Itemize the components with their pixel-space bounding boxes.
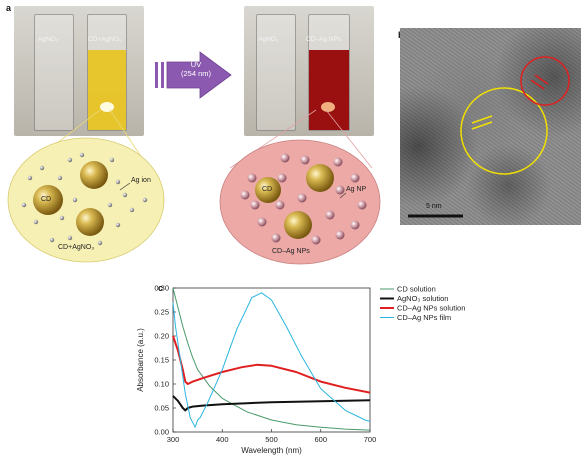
cuvette-cd-agno3 [87,14,127,131]
y-tick-label: 0.15 [154,356,169,365]
legend-label-2: AgNO₃ solution [397,294,448,303]
red-liquid [309,50,349,130]
schematic2-caption: CD–Ag NPs [272,248,310,255]
photo1-left-label: AgNO₃ [38,36,59,43]
photo1-right-label: CD+AgNO₃ [88,36,122,43]
legend-label-1: CD solution [397,285,436,294]
cuvette-agno3 [34,14,74,131]
legend-label-4: CD–Ag NPs film [397,313,451,322]
y-axis-label: Absorbance (a.u.) [136,328,145,392]
schematic1-cd-label: CD [41,196,52,203]
photo-cuvettes-before: AgNO₃ CD+AgNO₃ [14,6,144,136]
x-tick-label: 300 [167,435,180,444]
lattice-fringe-marker [471,121,493,130]
lattice-fringe-marker [530,79,545,90]
schematic1-background [7,137,165,263]
large-particle-circle [460,87,548,175]
small-particle-circle [520,56,570,106]
series-line-4 [172,292,371,428]
zoom-line [325,109,373,169]
light-spot [100,102,114,112]
x-tick-label: 700 [364,435,377,444]
y-tick-label: 0.00 [154,428,169,437]
panel-a-letter: a [6,3,12,13]
photo2-left-label: AgNO₃ [258,36,279,43]
uv-arrow-text: UV (254 nm) [166,60,226,78]
scale-bar-label: 5 nm [426,203,442,210]
uv-arrow-line1: UV [190,60,202,69]
tem-image: 5 nm [400,28,581,225]
light-spot-red [321,102,335,112]
schematic1-ion-label: Ag ion [131,177,151,184]
cd-sphere [33,185,63,215]
x-tick-label: 400 [216,435,229,444]
yellow-liquid [88,50,126,130]
panel-c-letter: c [158,283,164,293]
cd-sphere-coated [284,211,312,239]
tem-annotations [408,56,570,218]
schematic1-caption: CD+AgNO₃ [58,244,95,251]
schematic2-np-label: Ag NP [346,186,367,193]
y-tick-label: 0.30 [154,284,169,293]
schematic-cd-agno3 [7,109,381,265]
y-tick-label: 0.25 [154,308,169,317]
cuvette-cd-ag-nps [308,14,350,131]
cd-sphere [76,208,104,236]
x-axis-label: Wavelength (nm) [241,446,302,455]
y-tick-label: 0.20 [154,332,169,341]
ag-nanoparticles [240,153,367,245]
x-tick-label: 500 [265,435,278,444]
ag-np-pointer [339,192,347,199]
series-line-2 [172,395,371,412]
x-tick-label: 600 [314,435,327,444]
plot-frame [172,287,371,433]
cd-sphere [80,161,108,189]
lattice-fringe-marker [471,115,493,124]
ag-ion-pointer [119,182,131,191]
series-line-1 [172,287,371,431]
uv-arrow-line2: (254 nm) [180,69,211,78]
photo2-right-label: CD–Ag NPs [306,36,342,43]
uv-arrow [155,51,232,99]
cuvette-agno3-after [256,14,296,131]
lattice-fringe-marker [534,74,549,85]
y-tick-label: 0.10 [154,380,169,389]
cd-sphere-coated [306,164,334,192]
ag-ions [21,152,148,246]
schematic2-cd-label: CD [262,186,273,193]
series-line-3 [172,335,371,394]
y-tick-label: 0.05 [154,404,169,413]
legend-label-3: CD–Ag NPs solution [397,304,465,313]
cd-sphere-coated [255,177,281,203]
